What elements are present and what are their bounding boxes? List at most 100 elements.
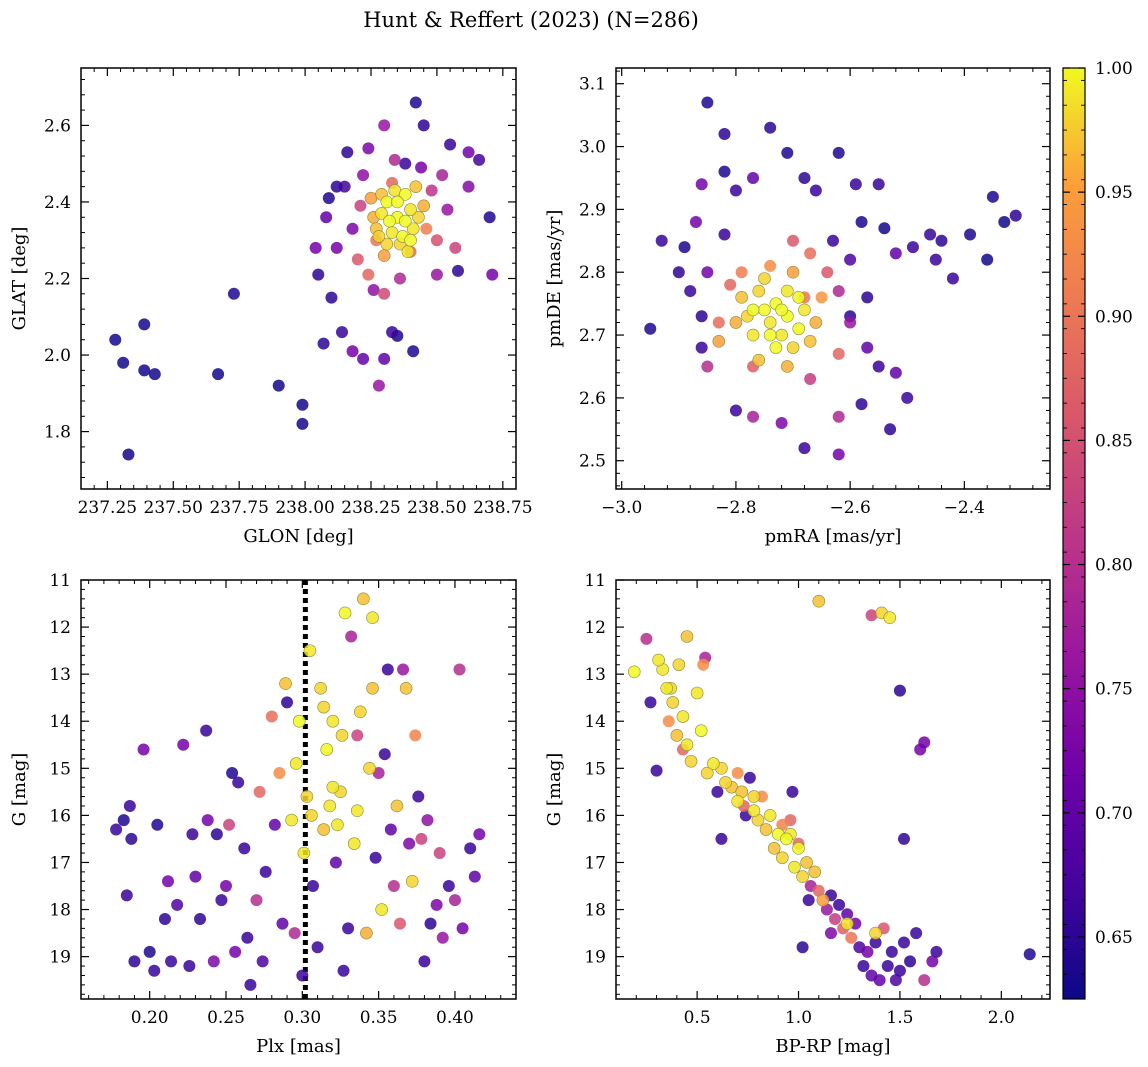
data-point [796,870,809,883]
data-point [253,785,266,798]
data-point [832,448,845,461]
data-point [473,828,486,841]
data-point [268,818,281,831]
y-tick-label: 2.8 [579,263,606,283]
data-point [117,356,130,369]
data-point [701,266,714,279]
data-point [148,964,161,977]
data-point [177,738,190,751]
data-point [123,799,136,812]
data-point [183,960,196,973]
data-point [829,912,842,925]
data-point [666,696,680,709]
y-tick-label: 16 [49,806,71,826]
data-point [212,368,225,381]
data-point [307,880,319,893]
data-point [326,780,340,794]
data-point [394,917,406,930]
data-point [430,268,443,281]
data-point [798,303,811,317]
data-point [398,188,412,201]
data-point [855,215,868,228]
data-point [786,785,799,798]
data-point [662,715,675,728]
data-point [330,241,343,254]
y-tick-label: 2.0 [44,346,71,366]
data-point [889,366,902,379]
data-point [802,894,815,907]
data-point [775,328,788,342]
data-point [357,592,370,606]
data-point [407,345,420,358]
data-point [897,936,910,949]
data-point [404,233,417,247]
data-point [285,813,298,827]
data-point [844,316,857,329]
data-point [964,228,977,241]
y-tick-label: 13 [584,665,606,685]
x-tick-label: 238.00 [275,498,334,518]
data-point [735,266,748,279]
data-point [672,266,685,279]
data-point [694,724,708,737]
data-point [223,818,236,831]
data-point [845,931,858,944]
data-point [872,178,885,191]
data-point [412,790,425,803]
data-point [718,165,731,178]
data-point [815,291,828,304]
data-point [824,927,837,940]
data-point [412,210,425,224]
data-point [758,303,771,317]
data-point [998,215,1011,228]
data-point [265,710,278,723]
y-tick-label: 1.8 [44,423,71,443]
y-tick-label: 18 [584,901,606,921]
y-tick-label: 16 [584,806,606,826]
y-axis-label: G [mag] [9,753,30,826]
y-tick-label: 19 [49,948,71,968]
data-point [781,284,794,298]
data-point [747,790,761,803]
data-point [735,291,748,304]
x-axis-label: GLON [deg] [243,526,353,547]
data-point [787,234,800,247]
data-point [309,241,322,254]
data-point [804,247,817,260]
x-tick-label: 0.40 [436,1008,474,1028]
data-point [747,804,761,817]
data-point [442,880,455,893]
data-point [323,799,337,813]
data-point [690,686,704,700]
data-point [322,192,335,205]
y-tick-label: 2.9 [579,200,606,220]
data-point [381,663,394,676]
data-point [752,284,766,298]
y-tick-label: 18 [49,901,71,921]
data-point [320,743,334,756]
y-tick-label: 15 [584,759,606,779]
data-point [764,259,777,272]
data-point [640,632,653,645]
data-point [314,681,327,695]
data-point [273,767,286,780]
data-point [883,611,897,624]
data-point [747,171,760,184]
data-point [357,352,370,365]
data-point [711,785,724,798]
data-point [918,974,931,987]
data-point [758,272,771,285]
data-point [292,714,306,728]
y-axis-label: pmDE [mas/yr] [544,210,565,348]
data-point [832,347,845,360]
data-point [404,203,417,216]
data-point [194,912,207,925]
data-point [775,851,789,865]
x-axis-label: pmRA [mas/yr] [765,526,902,547]
data-point [354,199,367,212]
figure-title: Hunt & Reffert (2023) (N=286) [363,8,699,32]
data-point [317,700,330,714]
data-point [397,663,410,676]
data-point [486,268,499,281]
